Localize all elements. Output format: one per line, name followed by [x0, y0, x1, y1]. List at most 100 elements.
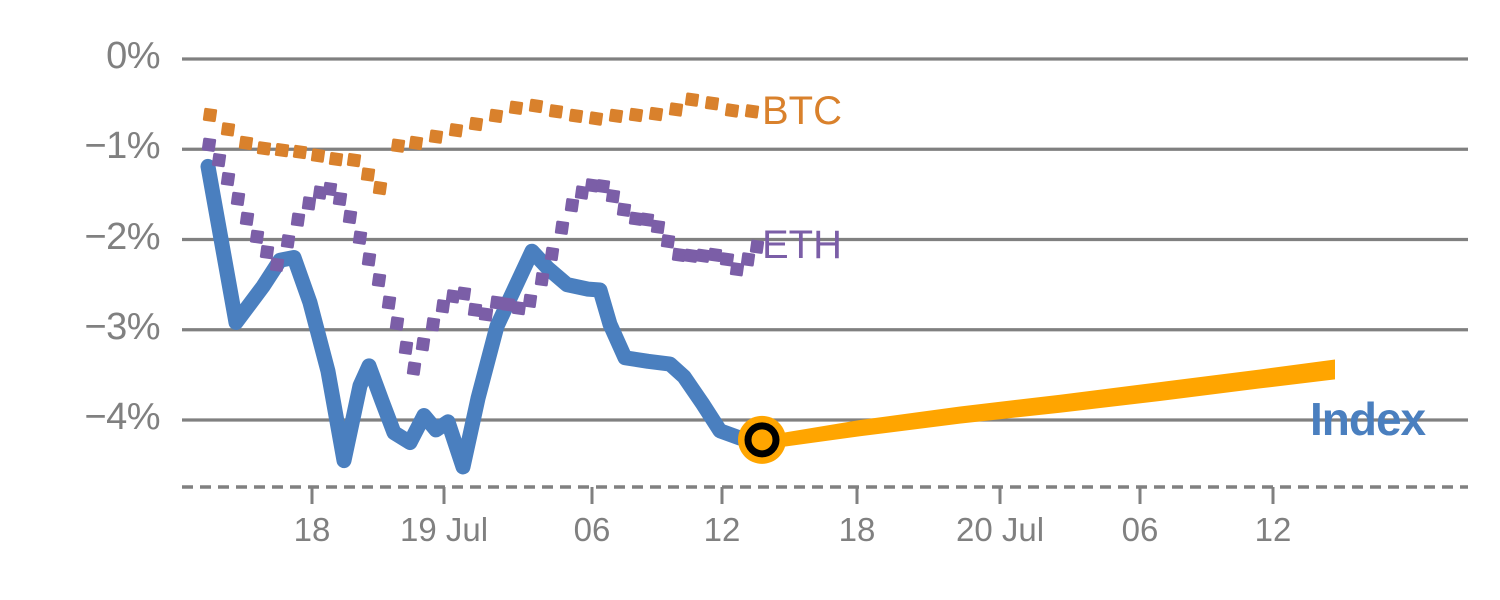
data-point-marker	[489, 295, 505, 310]
data-point-marker	[704, 96, 720, 111]
forecast-band	[762, 359, 1335, 450]
data-point-marker	[628, 107, 644, 123]
data-point-marker	[269, 257, 285, 272]
data-point-marker	[292, 144, 308, 160]
data-point-marker	[668, 102, 684, 117]
data-point-marker	[389, 316, 405, 331]
x-axis-tick-label: 12	[703, 511, 741, 548]
data-point-marker	[280, 234, 296, 249]
x-axis-tick-label: 19 Jul	[399, 511, 489, 548]
data-point-marker	[684, 92, 700, 107]
index-series-line	[200, 158, 770, 475]
data-point-marker	[639, 212, 655, 227]
data-point-marker	[448, 123, 464, 138]
data-point-marker	[608, 108, 624, 124]
data-point-marker	[249, 229, 265, 244]
marker-ring-icon[interactable]	[744, 422, 780, 458]
data-point-marker	[360, 167, 376, 182]
data-point-marker	[408, 135, 424, 151]
series-label-eth: ETH	[762, 223, 842, 268]
index-line-path	[200, 158, 770, 475]
data-point-marker	[220, 122, 236, 137]
x-axis-ticks	[310, 487, 1275, 504]
data-point-marker	[445, 289, 461, 304]
data-point-marker	[695, 248, 711, 263]
data-point-marker	[220, 171, 236, 187]
data-point-marker	[616, 202, 632, 217]
data-point-marker	[301, 196, 317, 211]
data-point-marker	[554, 220, 570, 235]
data-point-marker	[274, 143, 290, 158]
x-axis-tick-label: 18	[293, 511, 331, 548]
data-point-marker	[230, 191, 246, 207]
data-point-marker	[595, 179, 611, 194]
data-point-marker	[729, 262, 745, 277]
x-axis-tick-label: 18	[838, 511, 876, 548]
data-point-marker	[372, 180, 388, 196]
x-axis-tick-label: 12	[1254, 511, 1292, 548]
x-axis-tick-label: 20 Jul	[955, 511, 1045, 548]
data-point-marker	[719, 252, 735, 267]
series-label-index: Index	[1310, 392, 1426, 445]
data-point-marker	[488, 108, 504, 124]
data-point-marker	[332, 191, 348, 207]
x-axis-tick-label: 06	[1121, 511, 1159, 548]
data-point-marker	[398, 340, 414, 355]
data-point-marker	[511, 300, 527, 316]
y-axis-tick-label: 0%	[106, 35, 160, 77]
x-axis-tick-label: 06	[573, 511, 611, 548]
data-point-marker	[478, 307, 494, 322]
current-point-marker[interactable]	[738, 415, 786, 464]
data-point-marker	[588, 111, 604, 126]
data-point-marker	[671, 247, 687, 262]
data-point-marker	[468, 116, 484, 132]
btc-series-line	[202, 92, 760, 196]
data-point-marker	[584, 178, 600, 193]
data-point-marker	[544, 246, 560, 262]
data-point-marker	[660, 234, 676, 249]
data-point-marker	[371, 272, 387, 288]
eth-series-line	[201, 137, 765, 376]
data-point-marker	[568, 108, 584, 124]
data-point-marker	[508, 100, 524, 115]
data-point-marker	[648, 106, 664, 122]
series-label-btc: BTC	[762, 88, 842, 133]
data-point-marker	[202, 107, 218, 123]
data-point-marker	[683, 248, 699, 263]
data-point-marker	[361, 252, 377, 267]
data-point-marker	[390, 138, 406, 153]
data-point-marker	[239, 211, 255, 226]
data-point-marker	[352, 230, 368, 245]
data-point-marker	[456, 286, 472, 301]
data-point-marker	[256, 141, 272, 156]
data-point-marker	[628, 211, 644, 226]
data-point-marker	[310, 148, 326, 163]
y-axis-tick-label: −4%	[84, 396, 160, 438]
data-point-marker	[328, 152, 344, 167]
data-point-marker	[238, 135, 254, 151]
data-point-marker	[346, 152, 362, 168]
data-point-marker	[522, 293, 538, 309]
y-axis-tick-label: −3%	[84, 305, 160, 348]
data-point-marker	[201, 137, 217, 152]
data-point-marker	[548, 104, 564, 119]
data-point-marker	[564, 198, 580, 213]
data-point-marker	[707, 247, 723, 262]
data-point-marker	[342, 209, 358, 225]
data-point-marker	[322, 181, 338, 197]
data-point-marker	[744, 104, 760, 119]
data-point-marker	[749, 239, 765, 254]
data-point-marker	[528, 98, 544, 114]
data-point-marker	[428, 129, 444, 144]
y-axis-tick-label: −1%	[84, 125, 160, 168]
data-point-marker	[650, 219, 666, 235]
data-point-marker	[415, 337, 431, 352]
data-point-marker	[381, 295, 397, 310]
data-point-marker	[534, 272, 550, 287]
data-point-marker	[425, 317, 441, 332]
forecast-band-shape	[762, 359, 1335, 450]
data-point-marker	[740, 252, 756, 267]
data-point-marker	[724, 103, 740, 118]
